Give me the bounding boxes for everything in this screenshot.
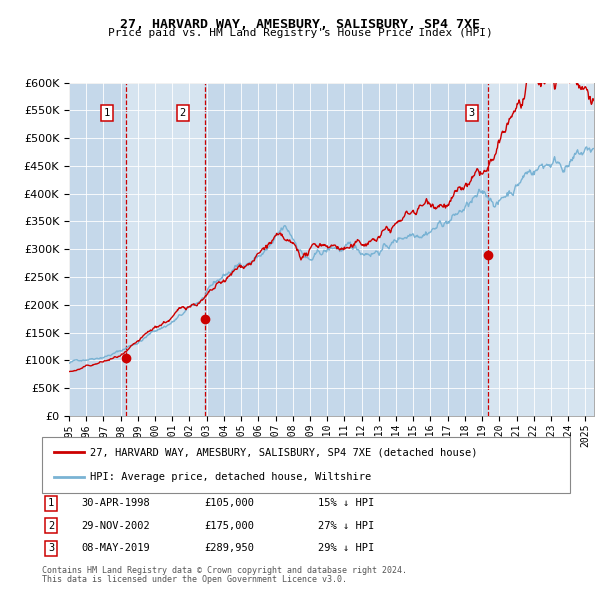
Text: HPI: Average price, detached house, Wiltshire: HPI: Average price, detached house, Wilt… [90,472,371,482]
Text: 30-APR-1998: 30-APR-1998 [81,499,150,508]
Text: 08-MAY-2019: 08-MAY-2019 [81,543,150,553]
Text: 2: 2 [48,521,54,530]
Text: 29-NOV-2002: 29-NOV-2002 [81,521,150,530]
Bar [69,83,127,416]
Text: £105,000: £105,000 [204,499,254,508]
Text: 27, HARVARD WAY, AMESBURY, SALISBURY, SP4 7XE (detached house): 27, HARVARD WAY, AMESBURY, SALISBURY, SP… [90,447,478,457]
Text: £289,950: £289,950 [204,543,254,553]
Bar [127,83,205,416]
Text: 2: 2 [179,108,186,118]
Text: 29% ↓ HPI: 29% ↓ HPI [318,543,374,553]
Text: Price paid vs. HM Land Registry's House Price Index (HPI): Price paid vs. HM Land Registry's House … [107,28,493,38]
Text: 3: 3 [469,108,475,118]
Text: Contains HM Land Registry data © Crown copyright and database right 2024.: Contains HM Land Registry data © Crown c… [42,566,407,575]
Text: £175,000: £175,000 [204,521,254,530]
Text: 1: 1 [104,108,110,118]
Text: This data is licensed under the Open Government Licence v3.0.: This data is licensed under the Open Gov… [42,575,347,584]
Text: 1: 1 [48,499,54,508]
Text: 15% ↓ HPI: 15% ↓ HPI [318,499,374,508]
Text: 27% ↓ HPI: 27% ↓ HPI [318,521,374,530]
Bar [488,83,594,416]
Text: 3: 3 [48,543,54,553]
Text: 27, HARVARD WAY, AMESBURY, SALISBURY, SP4 7XE: 27, HARVARD WAY, AMESBURY, SALISBURY, SP… [120,18,480,31]
Bar [205,83,488,416]
